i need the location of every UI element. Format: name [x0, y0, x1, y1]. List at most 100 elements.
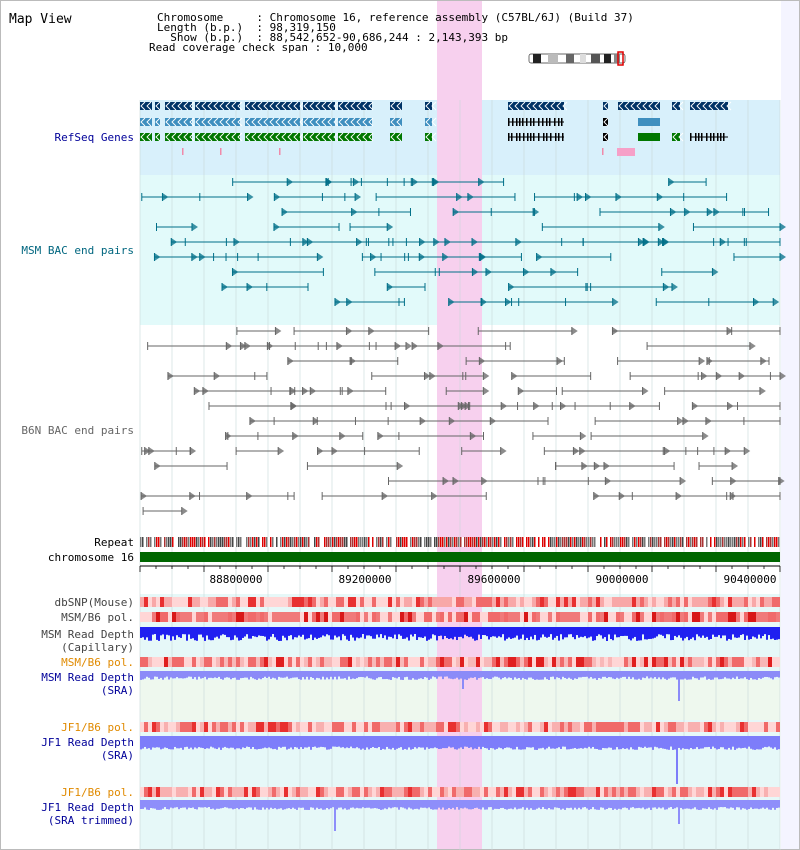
- b6n-bac-pair[interactable]: [617, 357, 706, 365]
- b6n-bac-pair[interactable]: [349, 357, 399, 365]
- b6n-bac-pair[interactable]: [465, 357, 564, 365]
- msm-bac-pair[interactable]: [361, 253, 426, 261]
- b6n-bac-pair[interactable]: [532, 432, 587, 440]
- msm-bac-pair[interactable]: [246, 283, 309, 291]
- msm-bac-pair[interactable]: [286, 178, 329, 186]
- b6n-bac-pair[interactable]: [387, 417, 497, 425]
- b6n-bac-pair[interactable]: [729, 492, 781, 500]
- msm-bac-pair[interactable]: [661, 268, 719, 276]
- msm-bac-pair[interactable]: [321, 193, 362, 201]
- msm-bac-pair[interactable]: [156, 223, 198, 231]
- msm-bac-pair[interactable]: [668, 178, 707, 186]
- b6n-bac-pair[interactable]: [593, 492, 633, 500]
- b6n-bac-pair[interactable]: [236, 327, 282, 335]
- b6n-bac-pair[interactable]: [246, 492, 289, 500]
- b6n-bac-pair[interactable]: [682, 417, 781, 425]
- b6n-bac-pair[interactable]: [511, 372, 592, 380]
- b6n-bac-pair[interactable]: [442, 477, 546, 485]
- b6n-bac-pair[interactable]: [142, 507, 188, 515]
- msm-bac-pair[interactable]: [471, 238, 584, 246]
- refseq-genes[interactable]: [140, 101, 732, 156]
- b6n-bac-pair[interactable]: [377, 432, 485, 440]
- b6n-bac-pair[interactable]: [646, 342, 756, 350]
- b6n-bac-pair[interactable]: [533, 402, 611, 410]
- b6n-bac-pair[interactable]: [202, 387, 296, 395]
- b6n-bac-pair[interactable]: [715, 372, 781, 380]
- msm-bac-pair[interactable]: [708, 298, 780, 306]
- msm-bac-pair[interactable]: [684, 208, 770, 216]
- b6n-bac-pair[interactable]: [273, 417, 320, 425]
- b6n-bac-pair[interactable]: [381, 492, 487, 500]
- msm-bac-pair[interactable]: [141, 193, 254, 201]
- msm-bac-pair[interactable]: [431, 178, 505, 186]
- b6n-bac-pair[interactable]: [429, 372, 467, 380]
- msm-bac-pair[interactable]: [351, 208, 411, 216]
- msm-bac-pair[interactable]: [386, 283, 426, 291]
- b6n-bac-pair[interactable]: [385, 402, 465, 410]
- msm-bac-pair[interactable]: [225, 253, 324, 261]
- b6n-bac-pairs[interactable]: [140, 327, 786, 515]
- axis-tick-label: 90400000: [724, 573, 777, 586]
- b6n-bac-pair[interactable]: [706, 357, 770, 365]
- gene-row[interactable]: [140, 117, 660, 127]
- header-info: Chromosome : Chromosome 16, reference as…: [149, 11, 634, 54]
- msm-bac-pair[interactable]: [692, 223, 786, 231]
- b6n-bac-pair[interactable]: [208, 402, 298, 410]
- b6n-bac-pair[interactable]: [345, 327, 430, 335]
- msm-bac-pair[interactable]: [346, 298, 400, 306]
- b6n-bac-pair[interactable]: [590, 432, 709, 440]
- b6n-bac-pair[interactable]: [594, 417, 684, 425]
- length-label: Length (b.p.): [157, 21, 256, 34]
- b6n-bac-pair[interactable]: [287, 357, 352, 365]
- b6n-bac-pair[interactable]: [445, 387, 490, 395]
- b6n-bac-pair[interactable]: [461, 447, 507, 455]
- gene-row[interactable]: [140, 101, 732, 111]
- msm-bac-pairs[interactable]: [141, 178, 786, 306]
- b6n-bac-pair[interactable]: [517, 387, 558, 395]
- msm-bac-pair[interactable]: [733, 253, 786, 261]
- msm-bac-pair[interactable]: [233, 238, 308, 246]
- msm-bac-pair[interactable]: [452, 208, 535, 216]
- b6n-bac-pair[interactable]: [154, 462, 228, 470]
- msm-bac-pair[interactable]: [456, 193, 516, 201]
- msm-bac-pair[interactable]: [536, 253, 612, 261]
- msm-bac-pair[interactable]: [306, 238, 369, 246]
- b6n-bac-pair[interactable]: [727, 402, 781, 410]
- msm-bac-pair[interactable]: [479, 253, 522, 261]
- chromosome-ideogram[interactable]: [528, 51, 626, 66]
- msm-bac-pair[interactable]: [434, 268, 492, 276]
- b6n-bac-pair[interactable]: [664, 387, 766, 395]
- b6n-bac-pair[interactable]: [675, 492, 728, 500]
- msm-bac-pair[interactable]: [590, 283, 678, 291]
- b6n-bac-pair[interactable]: [572, 447, 687, 455]
- b6n-bac-pair[interactable]: [317, 342, 412, 350]
- b6n-bac-pair[interactable]: [292, 432, 364, 440]
- msm-bac-pair[interactable]: [573, 193, 664, 201]
- b6n-bac-pair[interactable]: [561, 387, 649, 395]
- b6n-bac-pair[interactable]: [306, 462, 404, 470]
- b6n-bac-pair[interactable]: [581, 462, 675, 470]
- b6n-bac-pair[interactable]: [411, 342, 511, 350]
- b6n-bac-pair[interactable]: [141, 447, 197, 455]
- msm-bac-pair[interactable]: [541, 223, 665, 231]
- b6n-bac-pair[interactable]: [697, 447, 751, 455]
- b6n-bac-pair[interactable]: [698, 462, 739, 470]
- b6n-bac-pair[interactable]: [225, 432, 259, 440]
- b6n-bac-pair[interactable]: [464, 402, 519, 410]
- msm-bac-pair[interactable]: [273, 223, 340, 231]
- b6n-bac-pair[interactable]: [711, 477, 785, 485]
- msm-bac-pair[interactable]: [349, 223, 394, 231]
- b6n-bac-pair[interactable]: [235, 447, 285, 455]
- msm-bac-pair[interactable]: [505, 298, 567, 306]
- b6n-bac-pair[interactable]: [167, 372, 268, 380]
- msm-bac-pair[interactable]: [231, 268, 324, 276]
- b6n-bac-pair[interactable]: [317, 447, 420, 455]
- b6n-bac-pair[interactable]: [477, 327, 578, 335]
- b6n-bac-pair[interactable]: [587, 477, 687, 485]
- b6n-bac-pair[interactable]: [611, 327, 733, 335]
- gene-row[interactable]: [140, 132, 728, 142]
- b6n-bac-pair[interactable]: [302, 387, 387, 395]
- msm-bac-pair[interactable]: [657, 238, 729, 246]
- msm-bac-pair[interactable]: [508, 283, 588, 291]
